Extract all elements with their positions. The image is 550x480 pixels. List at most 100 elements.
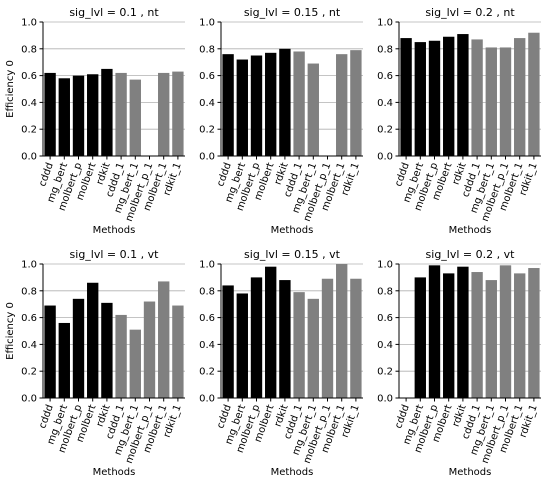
- bar-molbert: [443, 273, 455, 398]
- y-tick-label: 0.2: [199, 125, 215, 136]
- x-axis-label: Methods: [271, 225, 314, 236]
- bar-rdkit-1: [350, 50, 362, 156]
- bar-molbert-p-1: [143, 301, 156, 398]
- y-tick-label: 0.6: [21, 313, 37, 324]
- chart-title: sig_lvl = 0.2 , vt: [426, 248, 516, 261]
- y-tick-label: 0.4: [377, 98, 393, 109]
- y-tick-label: 0.2: [377, 125, 393, 136]
- x-axis-label: Methods: [93, 225, 136, 236]
- y-tick-label: 1.0: [377, 260, 393, 271]
- chart-title: sig_lvl = 0.2 , nt: [425, 6, 515, 19]
- bar-rdkit: [457, 34, 469, 157]
- x-axis-label: Methods: [449, 225, 492, 236]
- y-tick-label: 0.8: [21, 44, 37, 55]
- y-tick-label: 0.8: [199, 44, 215, 55]
- bar-cddd: [44, 305, 56, 398]
- bar-molbert: [265, 52, 277, 156]
- x-axis-label: Methods: [271, 467, 314, 478]
- y-tick-label: 0.0: [21, 394, 37, 405]
- bar-molbert-1: [158, 72, 170, 156]
- y-tick-label: 0.0: [199, 394, 215, 405]
- y-tick-label: 0.0: [21, 152, 37, 163]
- bar-molbert-p: [428, 40, 441, 157]
- bar-mg-bert: [236, 59, 248, 156]
- bar-mg-bert-1: [129, 329, 141, 398]
- bar-mg-bert-1: [307, 298, 319, 398]
- bar-molbert: [87, 282, 99, 398]
- y-tick-label: 1.0: [377, 18, 393, 29]
- bar-rdkit-1: [350, 278, 362, 398]
- y-tick-label: 0.4: [21, 340, 37, 351]
- bar-cddd-1: [471, 39, 483, 156]
- bar-rdkit: [457, 266, 469, 398]
- bar-molbert-p-1: [499, 265, 512, 398]
- bar-mg-bert-1: [485, 47, 497, 156]
- bar-cddd: [222, 285, 234, 398]
- bar-cddd: [222, 54, 234, 156]
- y-tick-label: 1.0: [199, 260, 215, 271]
- bar-molbert-p: [72, 75, 85, 156]
- bar-cddd-1: [471, 272, 483, 398]
- bar-rdkit: [101, 68, 113, 156]
- y-tick-label: 0.0: [377, 152, 393, 163]
- y-tick-label: 0.2: [377, 367, 393, 378]
- bar-mg-bert: [58, 322, 70, 398]
- chart-panel-2: 0.00.20.40.60.81.0cdddmg_bertmolbert_pmo…: [199, 6, 363, 236]
- bar-cddd-1: [293, 292, 305, 398]
- chart-panel-5: 0.00.20.40.60.81.0cdddmg_bertmolbert_pmo…: [199, 248, 363, 478]
- bar-mg-bert: [414, 277, 426, 398]
- bar-cddd-1: [115, 72, 127, 156]
- bar-molbert-1: [336, 264, 348, 398]
- y-tick-label: 0.2: [21, 367, 37, 378]
- x-axis-label: Methods: [449, 467, 492, 478]
- y-tick-label: 0.4: [377, 340, 393, 351]
- bar-rdkit: [101, 302, 113, 398]
- bar-cddd-1: [293, 51, 305, 157]
- bar-cddd: [44, 72, 56, 156]
- y-tick-label: 0.6: [21, 71, 37, 82]
- bar-molbert-p-1: [499, 47, 512, 156]
- chart-title: sig_lvl = 0.15 , nt: [244, 6, 341, 19]
- bar-rdkit-1: [528, 268, 540, 398]
- bar-molbert-1: [514, 273, 526, 398]
- y-axis-label: Efficiency 0: [5, 60, 16, 118]
- chart-panel-1: 0.00.20.40.60.81.0cdddmg_bertmolbert_pmo…: [5, 6, 185, 236]
- y-tick-label: 0.8: [199, 286, 215, 297]
- bar-mg-bert-1: [485, 280, 497, 398]
- bar-molbert: [443, 36, 455, 156]
- x-axis-label: Methods: [93, 467, 136, 478]
- chart-title: sig_lvl = 0.1 , nt: [69, 6, 159, 19]
- y-tick-label: 0.0: [377, 394, 393, 405]
- y-tick-label: 1.0: [21, 18, 37, 29]
- y-tick-label: 0.8: [21, 286, 37, 297]
- bar-molbert-p: [428, 265, 441, 398]
- bar-molbert-p-1: [321, 278, 334, 398]
- bar-molbert-p: [72, 298, 85, 398]
- bar-molbert-p: [250, 277, 263, 398]
- bar-mg-bert-1: [307, 63, 319, 156]
- y-tick-label: 0.4: [21, 98, 37, 109]
- y-tick-label: 0.4: [199, 340, 215, 351]
- y-tick-label: 0.6: [199, 313, 215, 324]
- y-tick-label: 0.6: [377, 71, 393, 82]
- bar-molbert: [87, 74, 99, 156]
- bar-rdkit: [279, 280, 291, 398]
- y-tick-label: 0.6: [199, 71, 215, 82]
- bar-mg-bert: [58, 78, 70, 156]
- bar-cddd-1: [115, 314, 127, 398]
- bar-mg-bert-1: [129, 79, 141, 156]
- y-tick-label: 1.0: [21, 260, 37, 271]
- chart-title: sig_lvl = 0.15 , vt: [244, 248, 341, 261]
- bar-mg-bert: [414, 42, 426, 156]
- y-tick-label: 0.6: [377, 313, 393, 324]
- chart-panel-6: 0.00.20.40.60.81.0cdddmg_bertmolbert_pmo…: [377, 248, 541, 478]
- bar-cddd: [400, 38, 412, 156]
- bar-rdkit-1: [528, 32, 540, 156]
- bar-molbert-1: [514, 38, 526, 156]
- y-tick-label: 0.8: [377, 286, 393, 297]
- chart-panel-4: 0.00.20.40.60.81.0cdddmg_bertmolbert_pmo…: [5, 248, 185, 478]
- y-tick-label: 0.4: [199, 98, 215, 109]
- chart-panel-3: 0.00.20.40.60.81.0cdddmg_bertmolbert_pmo…: [377, 6, 541, 236]
- bar-rdkit: [279, 48, 291, 156]
